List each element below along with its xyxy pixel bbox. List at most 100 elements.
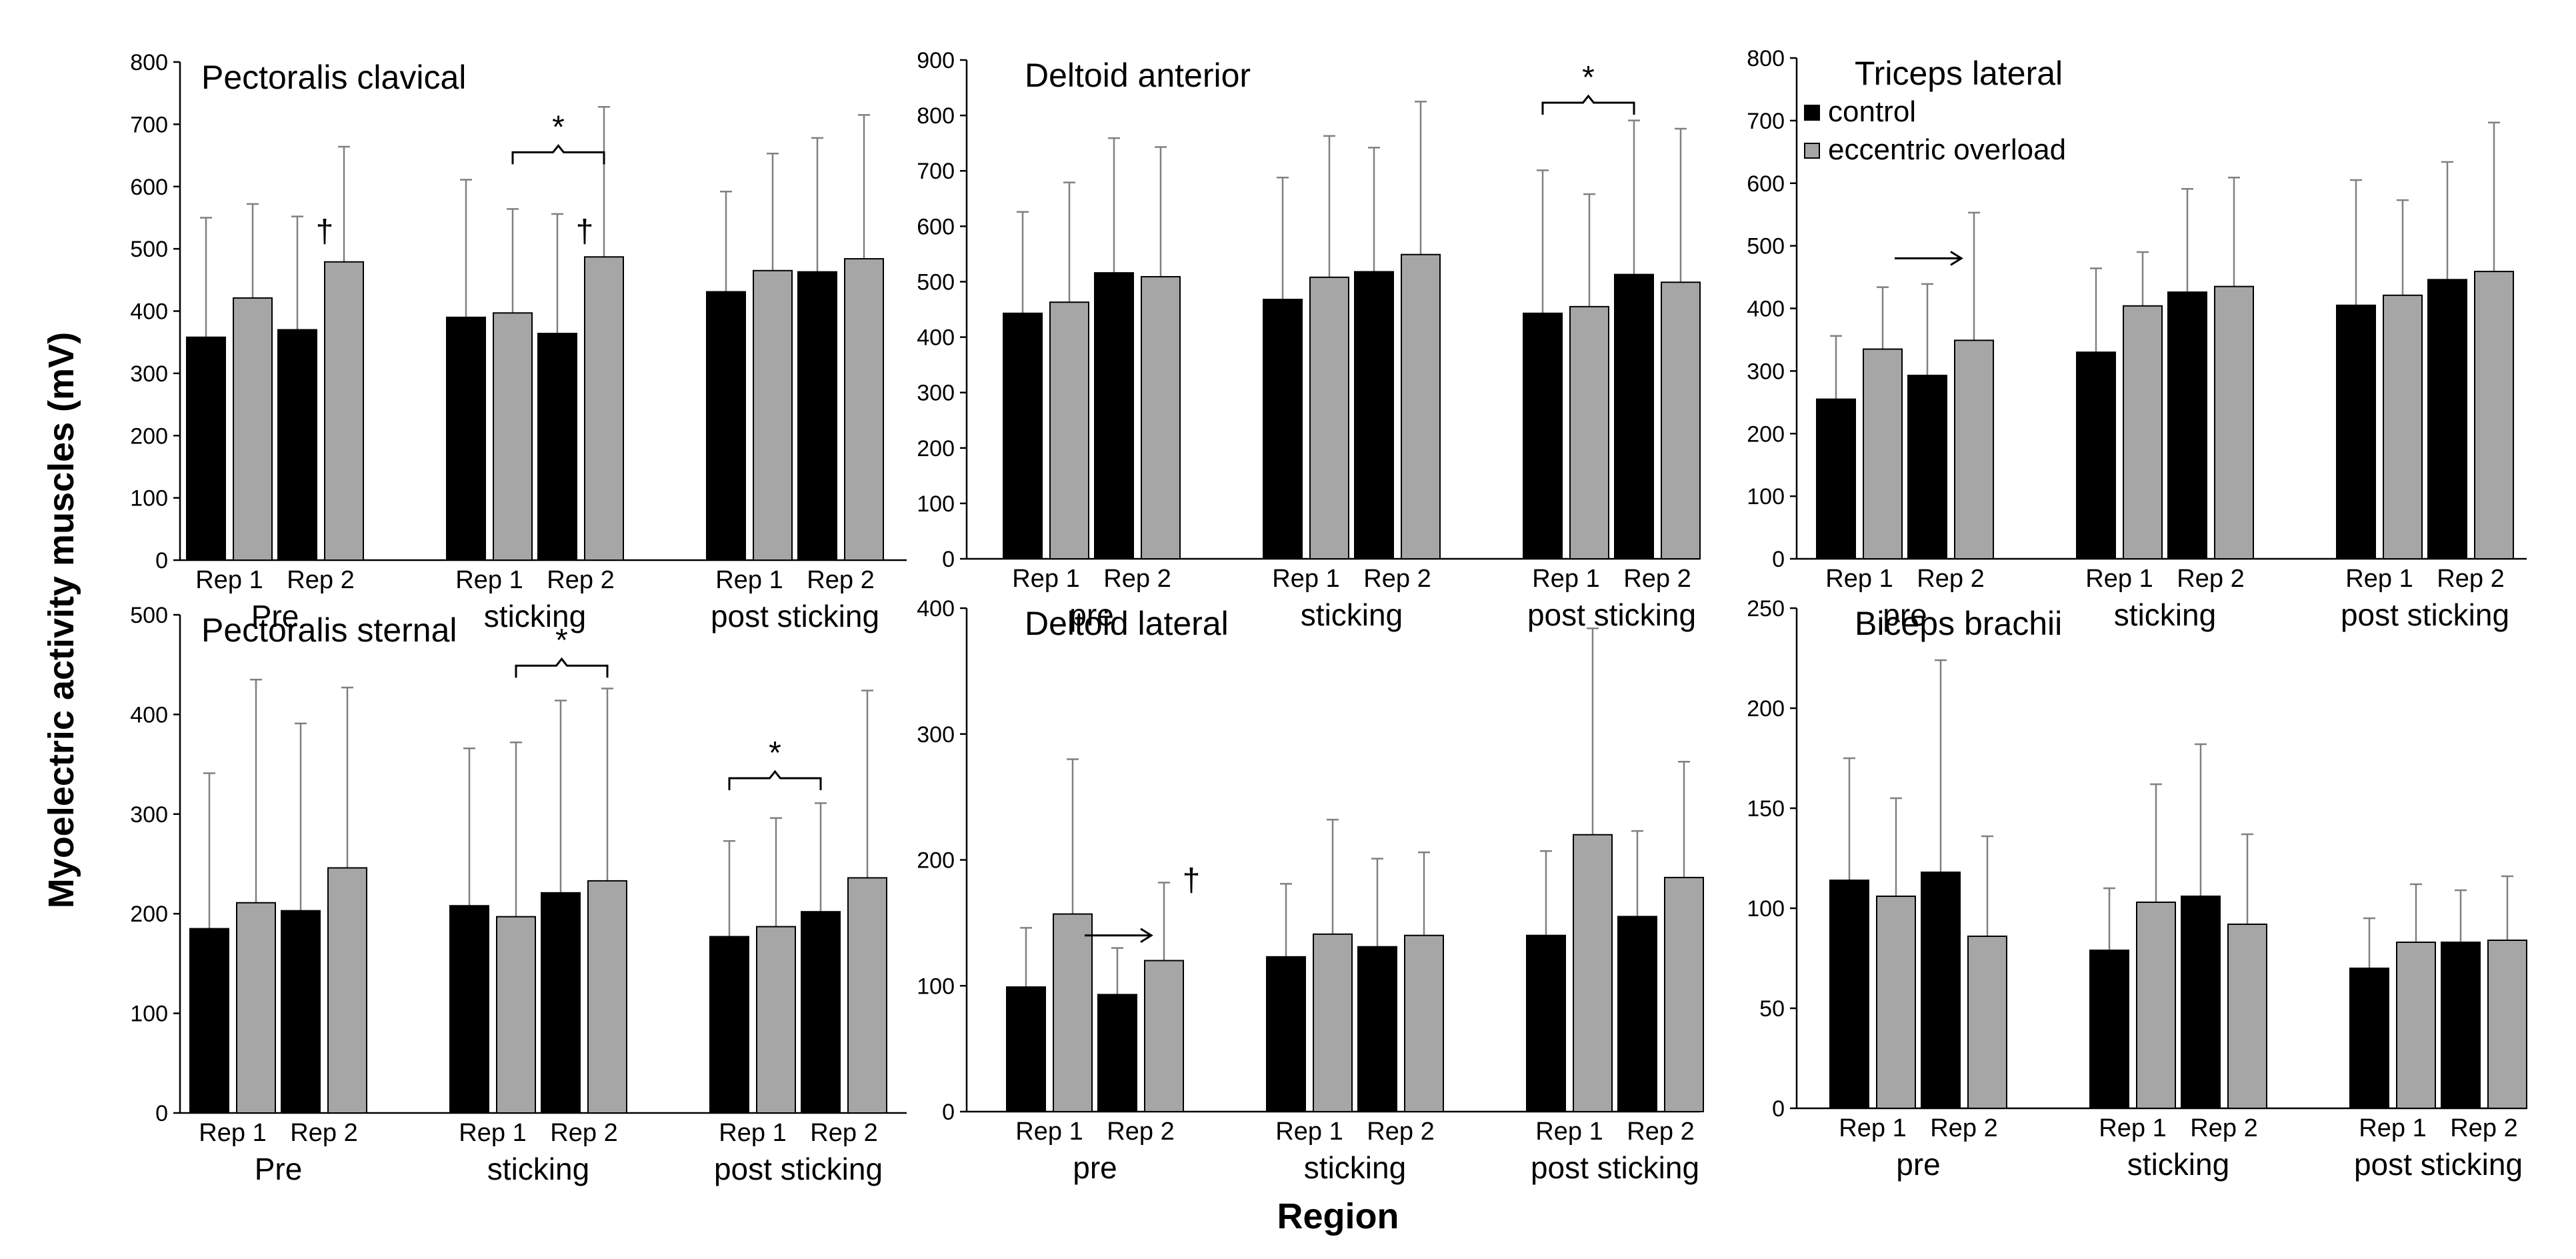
y-tick-label: 100 (1747, 896, 1785, 922)
rep-label: Rep 1 (1535, 1118, 1603, 1146)
y-tick-label: 700 (130, 112, 168, 137)
legend: control eccentric overload (1804, 95, 2066, 166)
bar-control (2076, 351, 2116, 560)
significance-bracket (515, 657, 609, 678)
region-label: post sticking (714, 1152, 883, 1186)
panel-title: Pectoralis sternal (201, 611, 457, 649)
y-tick-label: 400 (130, 702, 168, 728)
bar-eccentric-overload (1876, 896, 1916, 1109)
bar-eccentric-overload (327, 867, 367, 1114)
rep-label: Rep 2 (1930, 1114, 1997, 1142)
y-tick-label: 100 (130, 1002, 168, 1027)
y-tick-label: 300 (130, 802, 168, 828)
y-axis-title: Myoelectric activity muscles (mV) (41, 332, 81, 908)
bar-eccentric-overload (587, 880, 627, 1114)
rep-label: Rep 2 (1627, 1118, 1694, 1146)
bar-control (1097, 994, 1137, 1113)
bar-control (1614, 273, 1654, 559)
bar-control (186, 336, 226, 561)
bar-control (1617, 916, 1657, 1112)
bar-control (1526, 934, 1566, 1112)
rep-label: Rep 1 (715, 566, 783, 594)
rep-label: Rep 2 (1623, 565, 1691, 593)
panel-1: 0 100 200 300 400 500 600 700 800 Pectoralis clav… (130, 50, 907, 634)
panel-2: 0 100 200 300 400 500 600 700 800 900 Deltoid ante… (917, 48, 1701, 632)
bar-eccentric-overload (844, 258, 884, 561)
bar-eccentric-overload (1404, 934, 1444, 1112)
bar-eccentric-overload (1401, 253, 1441, 559)
rep-label: Rep 1 (455, 566, 523, 594)
region-label: pre (1883, 597, 1927, 632)
bar-eccentric-overload (847, 877, 887, 1114)
rep-label: Rep 2 (1367, 1118, 1434, 1146)
bar-eccentric-overload (2123, 305, 2163, 559)
y-tick-label: 700 (1747, 109, 1785, 134)
rep-label: Rep 2 (2190, 1114, 2257, 1142)
rep-label: Rep 2 (1363, 565, 1431, 593)
significance-star: * (769, 736, 781, 771)
bar-eccentric-overload (1309, 276, 1349, 559)
region-label: post sticking (2354, 1147, 2523, 1182)
rep-label: Rep 2 (1107, 1118, 1174, 1146)
bar-control (2427, 279, 2467, 559)
region-label: post sticking (1531, 1150, 1699, 1185)
dagger-mark: † (316, 214, 334, 249)
bar-control (541, 892, 581, 1114)
y-tick-label: 900 (917, 48, 955, 73)
rep-label: Rep 1 (1012, 565, 1079, 593)
bar-eccentric-overload (1569, 305, 1609, 559)
y-tick-label: 0 (1772, 547, 1785, 572)
y-tick-label: 800 (917, 103, 955, 129)
bar-control (449, 905, 489, 1114)
region-label: sticking (2127, 1147, 2229, 1182)
region-label: sticking (2114, 597, 2216, 632)
region-label: post sticking (2341, 597, 2509, 632)
rep-label: Rep 2 (2177, 565, 2244, 593)
y-tick-label: 200 (130, 423, 168, 449)
bar-eccentric-overload (1144, 960, 1184, 1112)
bar-eccentric-overload (2396, 942, 2436, 1109)
y-tick-label: 600 (917, 214, 955, 239)
rep-label: Rep 2 (2450, 1114, 2517, 1142)
y-tick-label: 0 (1772, 1096, 1785, 1122)
y-tick-label: 100 (1747, 484, 1785, 509)
y-tick-label: 500 (917, 269, 955, 295)
y-tick-label: 0 (155, 1101, 168, 1126)
panel-5: 0 100 200 300 400 Deltoid lateral Rep 1 Rep 2 pr… (917, 596, 1704, 1185)
bar-eccentric-overload (2227, 924, 2267, 1109)
rep-label: Rep 1 (2085, 565, 2153, 593)
bar-control (1266, 956, 1306, 1113)
legend-swatch (1804, 143, 1820, 159)
panel-6: 0 50 100 150 200 250 Biceps brachii Rep 1 Rep 2 p… (1747, 596, 2527, 1182)
region-label: sticking (487, 1152, 589, 1186)
bar-eccentric-overload (1863, 348, 1903, 559)
bar-eccentric-overload (1661, 281, 1701, 559)
rep-label: Rep 1 (195, 566, 263, 594)
y-tick-label: 100 (917, 491, 955, 517)
bar-control (1921, 872, 1961, 1109)
x-axis-title: Region (1277, 1196, 1399, 1236)
bar-control (1006, 986, 1046, 1112)
y-tick-label: 300 (1747, 359, 1785, 384)
bar-control (709, 936, 749, 1114)
bar-eccentric-overload (2487, 940, 2527, 1109)
rep-label: Rep 1 (1015, 1118, 1083, 1146)
bar-eccentric-overload (1313, 933, 1353, 1113)
panel-4: 0 100 200 300 400 500 Pectoralis sternal Rep 1 R… (130, 603, 907, 1186)
y-tick-label: 0 (155, 548, 168, 573)
rep-label: Rep 2 (2437, 565, 2504, 593)
panel-title: Deltoid anterior (1025, 57, 1251, 94)
significance-bracket (511, 143, 605, 165)
y-tick-label: 100 (130, 486, 168, 511)
bar-control (1523, 312, 1563, 559)
bar-eccentric-overload (2136, 902, 2176, 1109)
significance-bracket (1541, 94, 1635, 115)
rep-label: Rep 1 (199, 1119, 266, 1147)
panel-title: Pectoralis clavical (201, 59, 466, 96)
rep-label: Rep 2 (807, 566, 874, 594)
bar-control (1354, 271, 1394, 559)
bar-control (1263, 299, 1303, 559)
y-tick-label: 600 (130, 175, 168, 200)
legend-swatch (1804, 105, 1820, 121)
y-tick-label: 500 (130, 603, 168, 628)
